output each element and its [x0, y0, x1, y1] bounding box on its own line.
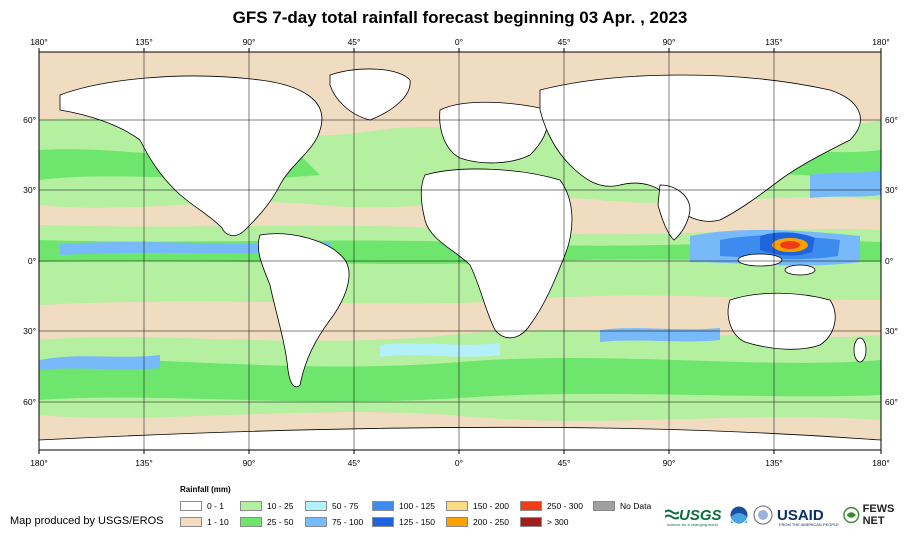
lon-label-top: 180°	[30, 37, 48, 47]
lon-label-top: 45°	[348, 37, 361, 47]
usgs-wave-icon	[665, 509, 679, 520]
usgs-tagline: science for a changing world	[667, 522, 718, 527]
map-credit: Map produced by USGS/EROS	[10, 515, 164, 527]
noaa-emblem-icon	[729, 505, 749, 525]
lon-label-bottom: 180°	[30, 458, 48, 468]
lon-label-top: 180°	[872, 37, 890, 47]
lat-label-right: 30°	[885, 185, 898, 195]
legend-item: 200 - 250	[446, 516, 509, 528]
legend-item: > 300	[520, 516, 569, 528]
legend-item: 50 - 75	[305, 500, 358, 512]
lon-label-bottom: 0°	[455, 458, 463, 468]
legend-item: 250 - 300	[520, 500, 583, 512]
lon-label-top: 45°	[558, 37, 571, 47]
legend-swatch	[446, 517, 468, 527]
rainfall-legend: 0 - 1 1 - 10 10 - 25 25 - 50 50 - 75 75 …	[180, 500, 651, 530]
legend-label: 25 - 50	[267, 517, 294, 527]
lon-label-bottom: 180°	[872, 458, 890, 468]
seal-emblem-icon	[753, 505, 773, 525]
legend-swatch	[240, 517, 262, 527]
legend-swatch	[305, 501, 327, 511]
legend-item: No Data	[593, 500, 651, 512]
lon-label-bottom: 135°	[765, 458, 783, 468]
legend-label: 10 - 25	[267, 501, 294, 511]
legend-label: 1 - 10	[207, 517, 229, 527]
legend-item: 100 - 125	[372, 500, 435, 512]
lat-label-left: 0°	[28, 256, 36, 266]
lat-label-left: 30°	[23, 326, 36, 336]
legend-item: 0 - 1	[180, 500, 224, 512]
legend-item: 25 - 50	[240, 516, 293, 528]
legend-swatch	[593, 501, 615, 511]
graticule	[39, 52, 881, 450]
legend-item: 150 - 200	[446, 500, 509, 512]
lon-label-bottom: 90°	[243, 458, 256, 468]
legend-label: 150 - 200	[473, 501, 509, 511]
fews-net-logo: FEWS NET	[843, 500, 915, 530]
lon-label-top: 90°	[243, 37, 256, 47]
lon-label-bottom: 90°	[663, 458, 676, 468]
noaa-logo	[729, 500, 751, 530]
legend-item: 1 - 10	[180, 516, 229, 528]
lon-label-top: 135°	[135, 37, 153, 47]
legend-label: 250 - 300	[547, 501, 583, 511]
legend-item: 125 - 150	[372, 516, 435, 528]
fews-wordmark: FEWS NET	[862, 503, 895, 527]
fews-globe-icon	[843, 506, 860, 524]
legend-swatch	[180, 517, 202, 527]
legend-swatch	[520, 517, 542, 527]
legend-swatch	[180, 501, 202, 511]
legend-swatch	[520, 501, 542, 511]
legend-swatch	[372, 517, 394, 527]
legend-label: 100 - 125	[399, 501, 435, 511]
lat-label-right: 30°	[885, 326, 898, 336]
map-frame	[38, 51, 882, 451]
legend-swatch	[305, 517, 327, 527]
usaid-logo: USAID FROM THE AMERICAN PEOPLE	[777, 500, 841, 530]
legend-label: 50 - 75	[332, 501, 359, 511]
legend-title: Rainfall (mm)	[180, 485, 231, 494]
doi-seal	[753, 500, 775, 530]
usaid-tagline: FROM THE AMERICAN PEOPLE	[779, 522, 839, 527]
legend-label: 0 - 1	[207, 501, 225, 511]
legend-swatch	[446, 501, 468, 511]
lon-label-bottom: 135°	[135, 458, 153, 468]
usaid-wordmark: USAID	[777, 506, 824, 524]
legend-swatch	[372, 501, 394, 511]
lon-label-top: 0°	[455, 37, 463, 47]
land-masses	[39, 68, 881, 450]
legend-item: 75 - 100	[305, 516, 363, 528]
tick-marks	[38, 48, 882, 454]
map-title: GFS 7-day total rainfall forecast beginn…	[232, 8, 688, 27]
legend-label: > 300	[547, 517, 569, 527]
legend-swatch	[240, 501, 262, 511]
lon-label-bottom: 45°	[558, 458, 571, 468]
lon-label-top: 135°	[765, 37, 783, 47]
lat-label-right: 0°	[885, 256, 893, 266]
legend-item: 10 - 25	[240, 500, 293, 512]
legend-label: 125 - 150	[399, 517, 435, 527]
legend-label: 75 - 100	[332, 517, 364, 527]
lat-label-right: 60°	[885, 115, 898, 125]
lat-label-left: 60°	[23, 397, 36, 407]
lon-label-bottom: 45°	[348, 458, 361, 468]
partner-logos: USGS science for a changing world USAID …	[665, 500, 915, 530]
usgs-logo: USGS science for a changing world	[665, 500, 725, 530]
lat-label-left: 60°	[23, 115, 36, 125]
legend-label: 200 - 250	[473, 517, 509, 527]
lat-label-left: 30°	[23, 185, 36, 195]
legend-label: No Data	[620, 501, 652, 511]
lon-label-top: 90°	[663, 37, 676, 47]
usgs-wordmark: USGS	[679, 506, 722, 524]
lat-label-right: 60°	[885, 397, 898, 407]
